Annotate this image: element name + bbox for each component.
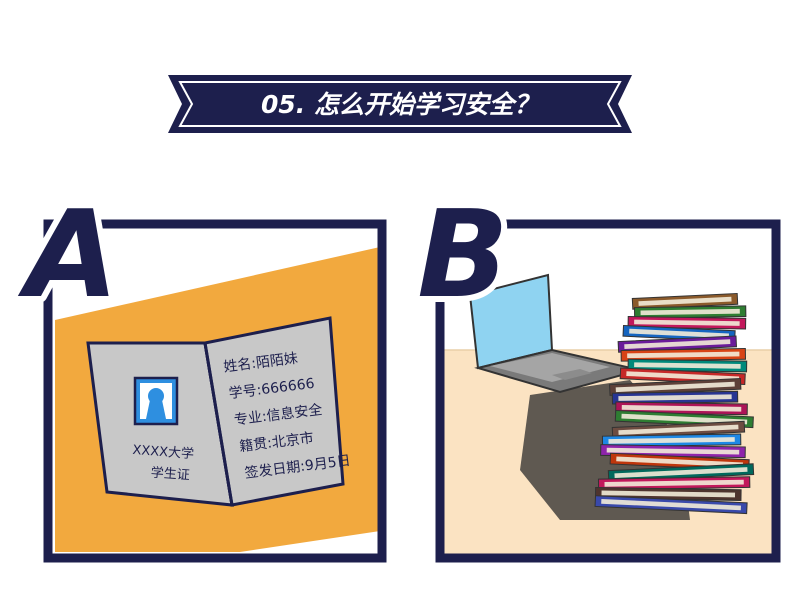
field-value-date: 9月5日 [304,453,351,474]
school-name: XXXX大学 [132,442,195,462]
panel-b [435,219,781,563]
student-id-card: XXXX大学 学生证 姓名:陌陌妹 学号:666666 专业:信息安全 籍贯:北… [86,316,352,507]
svg-text:专业:信息安全: 专业:信息安全 [233,401,323,429]
book [611,390,739,405]
field-value-major: 信息安全 [266,401,324,425]
letter-b-fill: B [417,186,508,325]
book [633,305,747,319]
field-value-id: 666666 [260,376,315,398]
svg-text:籍贯:北京市: 籍贯:北京市 [238,429,314,455]
letter-b: B B [411,180,514,331]
letter-b-outline: B [417,186,508,325]
svg-text:姓名:陌陌妹: 姓名:陌陌妹 [223,351,299,376]
field-value-name: 陌陌妹 [255,351,299,372]
field-label-major: 专业 [233,409,263,428]
field-label-name: 姓名 [223,356,253,375]
field-value-origin: 北京市 [271,429,315,451]
keyhole-avatar-icon [133,376,179,426]
svg-text:签发日期:9月5日: 签发日期:9月5日 [244,452,352,482]
book [620,348,746,362]
book [631,293,739,310]
panel-b-frame [435,219,781,563]
panel-a-frame [43,219,387,563]
field-label-date: 签发日期 [244,458,302,482]
banner-title: 05. 怎么开始学习安全？ [261,90,539,119]
field-label-id: 学号 [228,383,258,402]
panel-a: XXXX大学 学生证 姓名:陌陌妹 学号:666666 专业:信息安全 籍贯:北… [43,219,387,563]
title-banner: 05. 怎么开始学习安全？ [168,75,632,133]
card-type: 学生证 [150,465,190,484]
letter-a-fill: A [18,186,119,325]
book [609,377,742,396]
letter-a: A A [12,180,125,331]
field-label-origin: 籍贯 [238,435,268,455]
book [601,433,742,448]
card-fields: 姓名:陌陌妹 学号:666666 专业:信息安全 籍贯:北京市 签发日期:9月5… [223,351,352,482]
svg-text:学号:666666: 学号:666666 [228,376,316,402]
letter-a-outline: A [18,186,119,325]
book [627,358,748,373]
book-stack-icon [594,293,755,515]
book [594,495,748,515]
